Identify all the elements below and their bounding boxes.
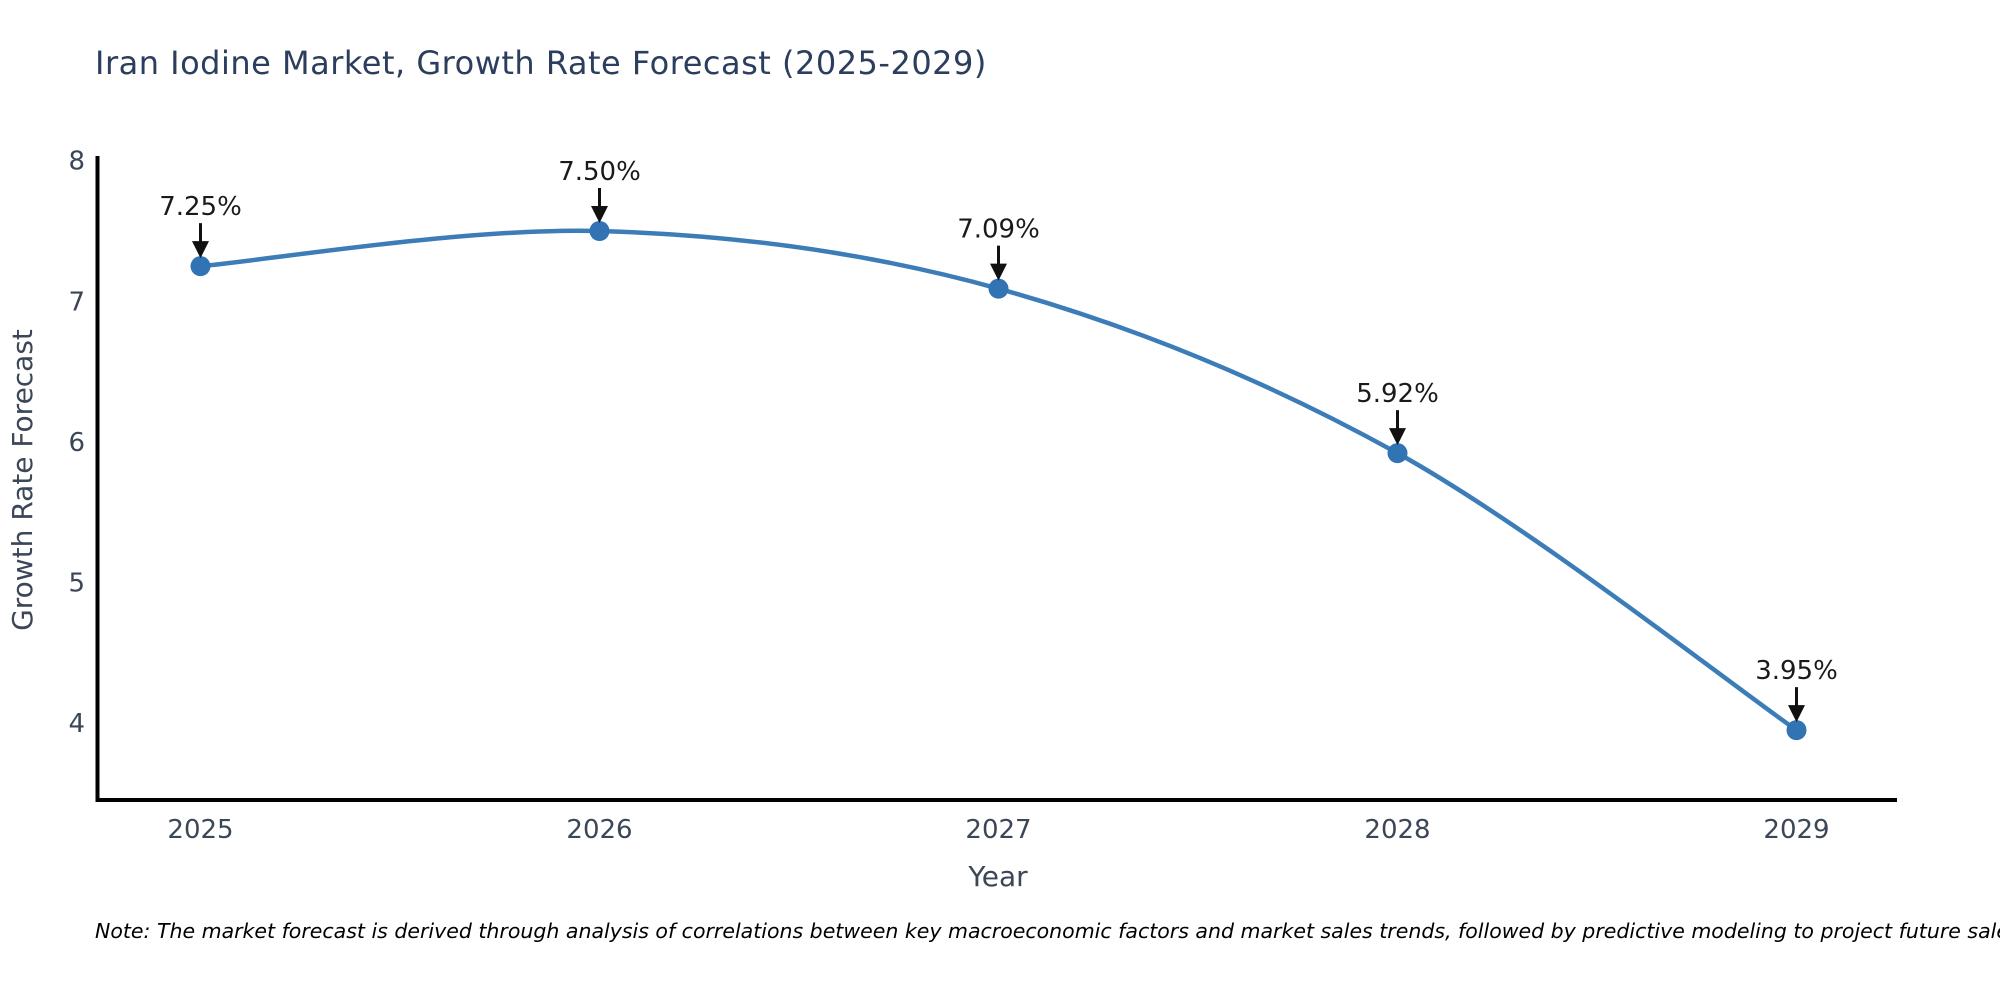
annotation-arrow-head: [1389, 428, 1406, 446]
x-tick-label: 2028: [1364, 815, 1430, 845]
annotation-arrow-head: [990, 263, 1007, 281]
data-point-2026: [589, 221, 610, 241]
y-axis-title: Growth Rate Forecast: [6, 329, 39, 631]
annotation-arrow-head: [192, 241, 209, 259]
y-tick-label: 7: [68, 287, 85, 317]
y-tick-label: 5: [68, 569, 85, 599]
chart-title: Iran Iodine Market, Growth Rate Forecast…: [95, 44, 987, 82]
point-label: 7.25%: [159, 192, 242, 222]
x-tick-label: 2026: [566, 815, 632, 845]
y-tick-label: 8: [68, 147, 85, 177]
x-axis-title: Year: [967, 860, 1028, 893]
x-tick-label: 2029: [1763, 815, 1829, 845]
point-label: 7.50%: [558, 157, 641, 187]
x-tick-label: 2027: [965, 815, 1031, 845]
annotation-arrow-head: [1788, 705, 1805, 723]
point-label: 7.09%: [957, 215, 1040, 245]
data-point-2027: [988, 278, 1009, 299]
y-tick-label: 6: [68, 428, 85, 458]
data-point-2028: [1387, 443, 1408, 464]
data-point-2025: [190, 256, 211, 277]
y-tick-label: 4: [68, 709, 85, 739]
point-label: 5.92%: [1356, 379, 1439, 409]
data-point-2029: [1786, 720, 1807, 741]
point-label: 3.95%: [1755, 656, 1838, 686]
footnote-text: Note: The market forecast is derived thr…: [95, 919, 2000, 943]
annotation-arrow-head: [591, 206, 608, 223]
forecast-line: [198, 228, 1799, 733]
x-tick-label: 2025: [167, 815, 233, 845]
